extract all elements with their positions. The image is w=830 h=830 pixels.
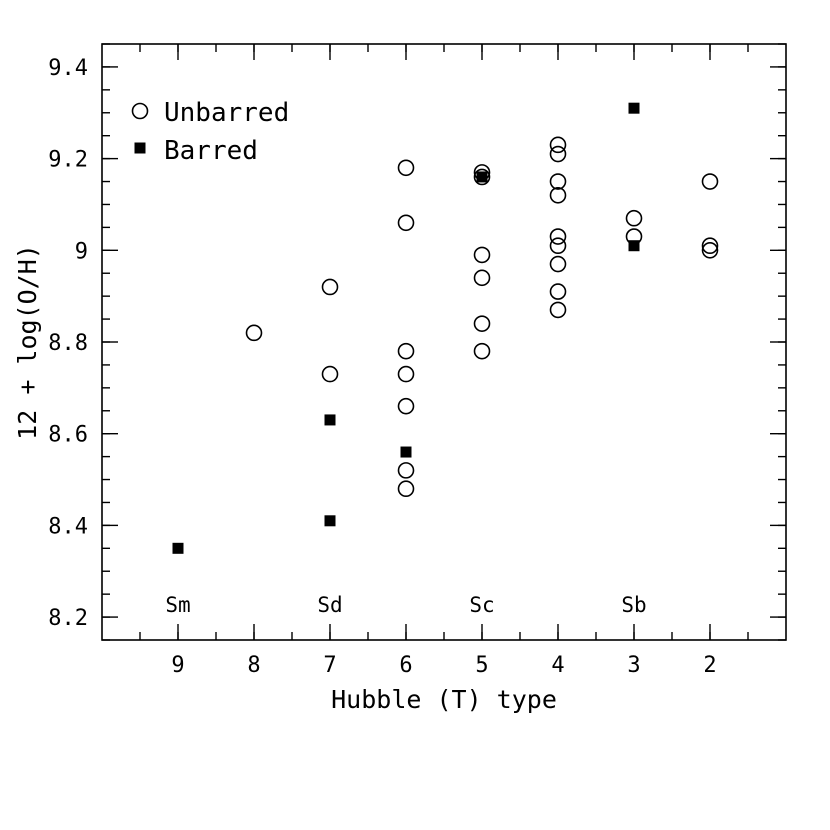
unbarred-point — [397, 480, 415, 498]
y-tick-label: 8.8 — [48, 331, 88, 356]
x-axis-title: Hubble (T) type — [331, 685, 557, 714]
unbarred-point — [549, 255, 567, 273]
y-tick-label: 9.2 — [48, 148, 88, 173]
y-axis-title: 12 + log(O/H) — [13, 244, 42, 440]
hubble-type-label: Sm — [165, 593, 190, 617]
hubble-type-label: Sc — [469, 593, 494, 617]
unbarred-point — [397, 397, 415, 415]
unbarred-point — [549, 283, 567, 300]
unbarred-point — [701, 242, 719, 259]
data-points — [172, 102, 719, 554]
unbarred-point — [397, 214, 415, 232]
x-tick-label: 3 — [627, 653, 640, 678]
unbarred-point — [321, 278, 339, 296]
barred-point — [400, 446, 412, 458]
unbarred-point — [245, 324, 263, 342]
unbarred-point — [549, 186, 567, 204]
y-tick-label: 8.4 — [48, 514, 88, 539]
y-tick-label: 8.6 — [48, 423, 88, 448]
barred-point — [628, 102, 640, 114]
x-tick-label: 5 — [475, 653, 488, 678]
y-tick-labels: 8.2 8.4 8.6 8.8 9 9.2 9.4 — [48, 56, 88, 631]
barred-point — [172, 542, 184, 554]
barred-point — [476, 171, 488, 183]
unbarred-point — [549, 173, 567, 190]
legend-marker-unbarred — [131, 102, 149, 120]
barred-point — [628, 240, 640, 252]
unbarred-point — [625, 209, 643, 227]
unbarred-point — [549, 145, 567, 163]
unbarred-point — [321, 365, 339, 383]
x-tick-label: 2 — [703, 653, 716, 678]
legend-label-barred: Barred — [164, 136, 258, 166]
minor-ticks — [102, 43, 786, 641]
unbarred-point — [549, 237, 567, 255]
y-tick-label: 9.4 — [48, 56, 88, 81]
hubble-type-label: Sd — [317, 593, 342, 617]
unbarred-point — [549, 301, 567, 319]
legend: Unbarred Barred — [131, 98, 289, 166]
unbarred-point — [473, 168, 491, 186]
unbarred-point — [549, 228, 567, 245]
unbarred-point — [701, 173, 719, 190]
unbarred-point — [397, 159, 415, 177]
unbarred-point — [549, 136, 567, 154]
x-tick-label: 4 — [551, 653, 564, 678]
y-tick-label: 9 — [75, 239, 88, 264]
x-tick-label: 7 — [323, 653, 336, 678]
barred-point — [324, 414, 336, 426]
unbarred-point — [473, 246, 491, 264]
x-tick-label: 8 — [247, 653, 260, 678]
unbarred-point — [397, 342, 415, 360]
unbarred-point — [473, 342, 491, 360]
x-tick-label: 6 — [399, 653, 412, 678]
unbarred-point — [473, 269, 491, 287]
plot-frame — [101, 43, 787, 641]
hubble-type-labels: Sm Sd Sc Sb — [165, 593, 646, 617]
hubble-type-label: Sb — [621, 593, 646, 617]
barred-point — [324, 515, 336, 527]
y-tick-label: 8.2 — [48, 606, 88, 631]
legend-marker-barred — [134, 142, 146, 154]
unbarred-point — [473, 315, 491, 332]
unbarred-point — [397, 365, 415, 383]
unbarred-point — [397, 462, 415, 479]
unbarred-point — [701, 237, 719, 255]
legend-label-unbarred: Unbarred — [164, 98, 289, 128]
x-tick-labels: 9 8 7 6 5 4 3 2 — [171, 653, 716, 678]
major-ticks — [102, 44, 786, 640]
x-tick-label: 9 — [171, 653, 184, 678]
